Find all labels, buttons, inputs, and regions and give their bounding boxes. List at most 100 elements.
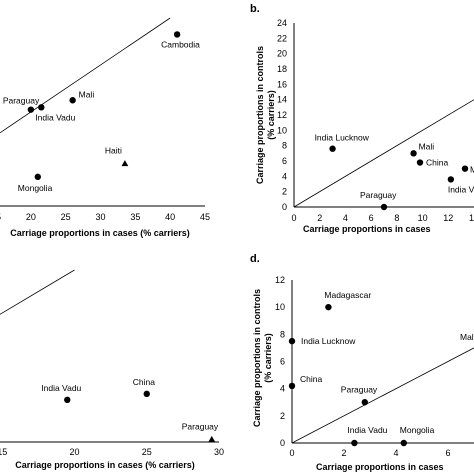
y-axis-label: Carriage proportions in controls(% carri… [255, 46, 276, 184]
y-tick-label: 16 [277, 79, 287, 89]
point-label: Paraguay [182, 421, 219, 431]
panel-letter: b. [250, 3, 260, 15]
y-tick-label: 24 [277, 18, 287, 28]
point-label: India Vadu [347, 425, 387, 435]
point-label: China [426, 158, 448, 168]
data-point [329, 145, 336, 152]
data-point [416, 159, 424, 166]
scatter-panel-a: 15 20 25 30 35 40 45 Carriage proportions in ca… [0, 17, 210, 238]
reference-line [293, 99, 474, 208]
data-point [447, 176, 455, 183]
point-label: India V [448, 184, 474, 194]
x-tick-label: 2 [341, 448, 346, 458]
x-axis-label: Carriage proportions in cases [303, 224, 431, 234]
data-point [380, 203, 388, 211]
point-label: Mali [79, 89, 95, 99]
annotation-label: Mal [460, 332, 474, 342]
data-point [34, 173, 41, 181]
x-tick-label: 15 [0, 447, 7, 457]
x-tick-label: 30 [95, 212, 105, 222]
data-point [27, 106, 35, 113]
point-label: Haiti [105, 146, 122, 156]
x-tick-label: 14 [469, 213, 474, 223]
point-label: Paraguay [341, 384, 378, 394]
x-tick-label: 25 [142, 447, 152, 457]
point-label: China [300, 374, 322, 384]
scatter-panel-b: 02468101214024681012141618202224Carriage… [250, 3, 474, 234]
x-tick-label: 6 [369, 213, 374, 223]
data-point [400, 439, 407, 447]
y-tick-label: 8 [280, 329, 285, 339]
y-tick-label: 6 [282, 156, 287, 166]
reference-line [0, 17, 171, 134]
x-tick-label: 20 [26, 212, 36, 222]
x-tick-label: 40 [165, 212, 175, 222]
reference-line [291, 347, 474, 444]
point-label: Mali [419, 141, 435, 151]
point-label: India Vadu [41, 383, 81, 393]
y-tick-label: 4 [280, 384, 285, 394]
point-label: India Lucknow [301, 336, 356, 346]
y-tick-label: 20 [277, 49, 287, 59]
data-point [143, 390, 150, 398]
data-point [69, 97, 76, 104]
y-tick-label: 0 [280, 438, 285, 448]
y-tick-label: 14 [277, 95, 287, 105]
point-label: Mongolia [18, 183, 53, 193]
point-label: Madagascar [324, 290, 371, 300]
point-label: M [470, 165, 474, 175]
y-tick-label: 18 [277, 64, 287, 74]
data-point [361, 399, 368, 406]
y-tick-label: 2 [280, 411, 285, 421]
point-label: Cambodia [161, 39, 200, 49]
x-tick-label: 4 [393, 448, 398, 458]
point-label: Mongolia [400, 425, 435, 435]
data-point [461, 165, 469, 172]
point-label: India Lucknow [315, 133, 370, 143]
data-point [410, 150, 417, 157]
x-tick-label: 35 [130, 212, 140, 222]
x-tick-label: 20 [69, 447, 79, 457]
x-tick-label: 8 [394, 213, 399, 223]
x-tick-label: 0 [291, 213, 296, 223]
x-axis-label: Carriage proportions in cases [316, 462, 444, 472]
data-point [288, 382, 296, 390]
point-label: China [133, 377, 155, 387]
x-tick-label: 15 [0, 212, 1, 222]
data-point-triangle [121, 160, 129, 167]
y-axis-label: Carriage proportions in controls(% carri… [252, 289, 273, 427]
data-point [173, 31, 181, 38]
x-tick-label: 30 [214, 447, 224, 457]
x-tick-label: 4 [343, 213, 348, 223]
x-tick-label: 10 [418, 213, 428, 223]
data-point [325, 303, 332, 311]
data-point [288, 337, 296, 345]
x-tick-label: 12 [443, 213, 453, 223]
point-label: Paraguay [360, 190, 397, 200]
y-tick-label: 6 [280, 357, 285, 367]
reference-line [0, 269, 75, 315]
data-point [351, 439, 358, 447]
y-tick-label: 8 [282, 141, 287, 151]
y-tick-label: 22 [277, 33, 287, 43]
y-tick-label: 12 [277, 110, 287, 120]
point-label: Paraguay [3, 96, 40, 106]
x-tick-label: 25 [61, 212, 71, 222]
scatter-panel-d: 0 2 4 6 0 2 4 6 8 10 12 Carriage proportions in cas… [250, 253, 474, 472]
y-tick-label: 12 [275, 275, 285, 285]
data-point [64, 396, 71, 404]
panel-letter: d. [250, 253, 260, 265]
y-tick-label: 0 [282, 202, 287, 212]
x-axis-label: Carriage proportions in cases (% carrier… [10, 228, 190, 238]
y-tick-label: 10 [275, 302, 285, 312]
y-tick-label: 2 [282, 187, 287, 197]
y-tick-label: 4 [282, 171, 287, 181]
x-tick-label: 2 [317, 213, 322, 223]
y-tick-label: 10 [277, 125, 287, 135]
point-label: India Vadu [35, 112, 75, 122]
x-tick-label: 45 [200, 212, 210, 222]
data-point-triangle [208, 435, 216, 442]
x-tick-label: 0 [289, 448, 294, 458]
data-point [38, 104, 45, 111]
